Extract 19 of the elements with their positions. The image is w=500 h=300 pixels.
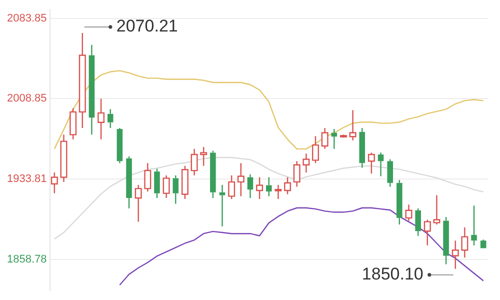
y-tick-label: 2008.85 [6,92,47,105]
candlestick [378,152,384,177]
candlestick [396,179,402,226]
candlestick [126,156,132,210]
y-tick-label: 2083.85 [6,12,47,24]
candlestick [471,205,477,246]
candlestick [247,174,254,199]
y-tick-label: 1858.78 [6,254,47,266]
annotation: 1850.10 [362,264,424,284]
candlestick [88,44,95,136]
y-tick-label: 1933.81 [6,173,47,186]
candlestick [116,127,123,164]
candlestick [107,108,114,129]
candlestick [443,216,449,265]
candlestick [266,176,272,197]
candlestick [331,128,338,150]
candlestick [480,239,486,248]
candlestick [172,174,179,204]
annotation: 2070.21 [116,16,178,36]
